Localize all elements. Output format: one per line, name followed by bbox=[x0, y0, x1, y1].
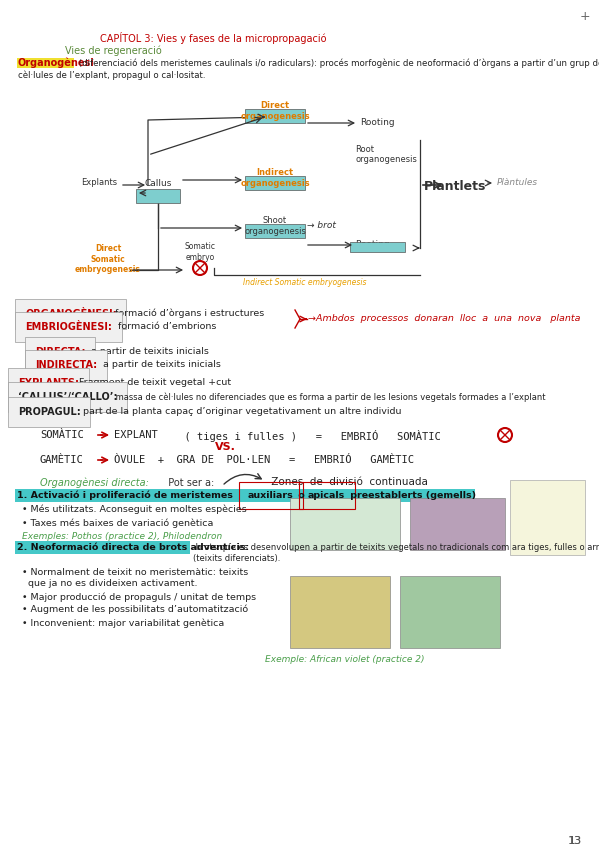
Text: ORGANOGÈNESI:: ORGANOGÈNESI: bbox=[25, 309, 117, 319]
Text: a partir de teixits inicials: a partir de teixits inicials bbox=[100, 360, 221, 369]
FancyBboxPatch shape bbox=[350, 242, 405, 252]
Text: • Augment de les possibilitats d’automatització: • Augment de les possibilitats d’automat… bbox=[22, 605, 248, 615]
Text: Root: Root bbox=[355, 145, 374, 154]
Text: VS.: VS. bbox=[215, 442, 236, 452]
Text: • Normalment de teixit no meristemàtic: teixits: • Normalment de teixit no meristemàtic: … bbox=[22, 568, 248, 577]
Text: ÒVULE  +  GRA DE  POL·LEN   =   EMBRIÓ   GAMÈTIC: ÒVULE + GRA DE POL·LEN = EMBRIÓ GAMÈTIC bbox=[114, 455, 414, 465]
Text: a partir de teixits inicials: a partir de teixits inicials bbox=[88, 347, 209, 356]
Text: ‘CALLUS’/‘CALLO’:: ‘CALLUS’/‘CALLO’: bbox=[18, 392, 117, 402]
FancyBboxPatch shape bbox=[17, 58, 74, 68]
FancyBboxPatch shape bbox=[136, 189, 180, 203]
Text: apicals: apicals bbox=[308, 491, 345, 500]
Text: Somatic: Somatic bbox=[184, 242, 216, 251]
Text: GAMÈTIC: GAMÈTIC bbox=[40, 455, 84, 465]
Text: Organogènesi: Organogènesi bbox=[18, 58, 95, 69]
Text: Indirect Somatic embryogenesis: Indirect Somatic embryogenesis bbox=[243, 278, 367, 287]
Text: • Taxes més baixes de variació genètica: • Taxes més baixes de variació genètica bbox=[22, 518, 213, 527]
Text: INDIRECTA:: INDIRECTA: bbox=[35, 360, 97, 370]
Text: 2. Neoformació directa de brots adventícis:: 2. Neoformació directa de brots adventíc… bbox=[17, 543, 249, 552]
Text: 13: 13 bbox=[568, 836, 582, 846]
Text: Somatic: Somatic bbox=[90, 255, 125, 264]
Text: Direct: Direct bbox=[95, 244, 121, 253]
Text: Organogènesi directa:: Organogènesi directa: bbox=[40, 478, 149, 488]
Text: Plàntules: Plàntules bbox=[497, 178, 538, 187]
Text: ( tiges i fulles )   =   EMBRIÓ   SOMÀTIC: ( tiges i fulles ) = EMBRIÓ SOMÀTIC bbox=[172, 430, 441, 442]
Text: Zones  de  divisió  continuada: Zones de divisió continuada bbox=[268, 477, 428, 487]
Text: 13: 13 bbox=[568, 836, 582, 846]
Text: (diferenciació dels meristemes caulinals i/o radiculars): procés morfogènic de n: (diferenciació dels meristemes caulinals… bbox=[76, 58, 599, 68]
FancyBboxPatch shape bbox=[15, 489, 475, 502]
Text: (teixits diferenciats).: (teixits diferenciats). bbox=[193, 554, 280, 563]
Text: formació d’embrions: formació d’embrions bbox=[115, 322, 216, 331]
Text: Shoot: Shoot bbox=[263, 216, 287, 225]
Text: Callus: Callus bbox=[144, 179, 172, 188]
FancyBboxPatch shape bbox=[245, 176, 305, 190]
Text: organogenesis: organogenesis bbox=[244, 227, 306, 236]
Text: Direct: Direct bbox=[261, 101, 289, 110]
Text: DIRECTA:: DIRECTA: bbox=[35, 347, 86, 357]
Text: cèl·lules de l’explant, propagul o cal·lositat.: cèl·lules de l’explant, propagul o cal·l… bbox=[18, 70, 205, 80]
Text: Plantlets: Plantlets bbox=[424, 180, 486, 193]
Text: part de la planta capaç d’originar vegetativament un altre individu: part de la planta capaç d’originar veget… bbox=[80, 407, 401, 416]
Text: • Major producció de propaguls / unitat de temps: • Major producció de propaguls / unitat … bbox=[22, 592, 256, 601]
Text: embryogenesis: embryogenesis bbox=[75, 265, 141, 274]
Text: formació d’òrgans i estructures: formació d’òrgans i estructures bbox=[112, 309, 264, 319]
Text: organogenesis: organogenesis bbox=[355, 155, 417, 164]
Text: 1. Activació i proliferació de meristemes: 1. Activació i proliferació de meristeme… bbox=[17, 491, 236, 500]
Text: Rooting: Rooting bbox=[360, 118, 395, 127]
Text: que ja no es divideixen activament.: que ja no es divideixen activament. bbox=[28, 579, 198, 588]
Text: Vies de regeneració: Vies de regeneració bbox=[65, 45, 162, 55]
Text: +: + bbox=[579, 10, 590, 23]
Text: EXPLANT: EXPLANT bbox=[114, 430, 158, 440]
Text: preestablerts (gemells): preestablerts (gemells) bbox=[347, 491, 476, 500]
Text: →Ambdos  processos  donaran  lloc  a  una  nova   planta: →Ambdos processos donaran lloc a una nov… bbox=[308, 314, 580, 323]
Text: EMBRIOGÈNESI:: EMBRIOGÈNESI: bbox=[25, 322, 112, 332]
Text: organogenesis: organogenesis bbox=[240, 179, 310, 188]
Text: • Més utilitzats. Aconseguit en moltes espècies: • Més utilitzats. Aconseguit en moltes e… bbox=[22, 505, 247, 515]
Text: EXPLANTS:: EXPLANTS: bbox=[18, 378, 79, 388]
Text: Indirect: Indirect bbox=[256, 168, 294, 177]
Text: Fragment de teixit vegetal +cut: Fragment de teixit vegetal +cut bbox=[76, 378, 231, 387]
Text: brots que es desenvolupen a partir de teixits vegetals no tradicionals com ara t: brots que es desenvolupen a partir de te… bbox=[193, 543, 599, 552]
Text: PROPAGUL:: PROPAGUL: bbox=[18, 407, 81, 417]
FancyBboxPatch shape bbox=[15, 541, 190, 554]
Text: Explants: Explants bbox=[81, 178, 117, 187]
FancyBboxPatch shape bbox=[245, 224, 305, 238]
Text: organogenesis: organogenesis bbox=[240, 112, 310, 121]
Text: Rooting: Rooting bbox=[355, 240, 389, 249]
Text: Exemple: African violet (practice 2): Exemple: African violet (practice 2) bbox=[265, 655, 425, 664]
Text: Exemples: Pothos (practice 2), Philodendron: Exemples: Pothos (practice 2), Philodend… bbox=[22, 532, 222, 541]
Text: embryo: embryo bbox=[185, 253, 214, 262]
Text: massa de cèl·lules no diferenciades que es forma a partir de les lesions vegetal: massa de cèl·lules no diferenciades que … bbox=[113, 392, 546, 401]
FancyBboxPatch shape bbox=[510, 480, 585, 555]
Text: o: o bbox=[295, 491, 308, 500]
Text: → brot: → brot bbox=[307, 221, 336, 230]
Text: Pot ser a:: Pot ser a: bbox=[162, 478, 214, 488]
FancyBboxPatch shape bbox=[290, 576, 390, 648]
FancyBboxPatch shape bbox=[410, 498, 505, 550]
FancyBboxPatch shape bbox=[290, 498, 400, 550]
Text: SOMÀTIC: SOMÀTIC bbox=[40, 430, 84, 440]
Text: CAPÍTOL 3: Vies y fases de la micropropagació: CAPÍTOL 3: Vies y fases de la micropropa… bbox=[100, 32, 326, 44]
FancyBboxPatch shape bbox=[245, 109, 305, 123]
Text: auxiliars: auxiliars bbox=[248, 491, 294, 500]
Text: • Inconvenient: major variabilitat genètica: • Inconvenient: major variabilitat genèt… bbox=[22, 618, 224, 628]
FancyBboxPatch shape bbox=[400, 576, 500, 648]
